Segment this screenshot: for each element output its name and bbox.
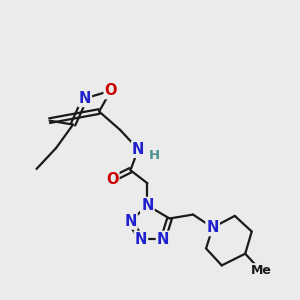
Text: O: O [105,83,117,98]
Text: N: N [141,198,154,213]
Text: N: N [132,142,144,157]
Text: N: N [79,91,91,106]
Text: O: O [106,172,118,187]
Text: N: N [135,232,147,247]
Text: H: H [148,149,160,162]
Text: N: N [206,220,219,235]
Text: N: N [157,232,169,247]
Text: Me: Me [250,264,271,277]
Text: N: N [124,214,136,229]
